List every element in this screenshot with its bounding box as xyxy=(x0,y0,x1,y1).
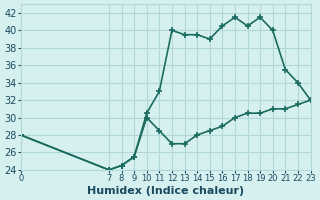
X-axis label: Humidex (Indice chaleur): Humidex (Indice chaleur) xyxy=(87,186,244,196)
